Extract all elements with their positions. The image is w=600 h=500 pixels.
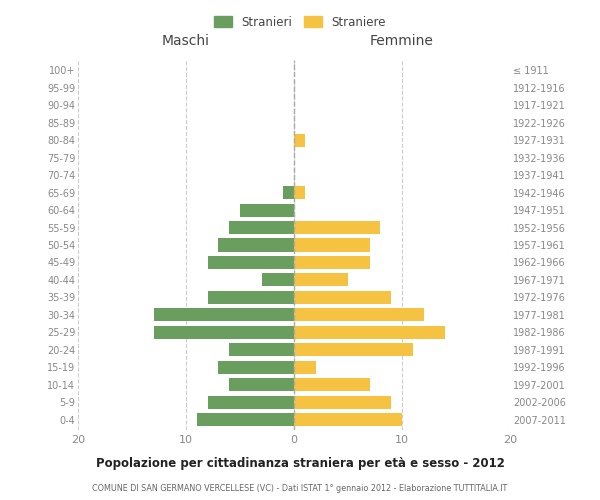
- Bar: [208, 256, 294, 269]
- Bar: [294, 291, 391, 304]
- Bar: [294, 256, 370, 269]
- Bar: [240, 204, 294, 216]
- Text: COMUNE DI SAN GERMANO VERCELLESE (VC) - Dati ISTAT 1° gennaio 2012 - Elaborazion: COMUNE DI SAN GERMANO VERCELLESE (VC) - …: [92, 484, 508, 493]
- Bar: [294, 413, 402, 426]
- Bar: [229, 343, 294, 356]
- Bar: [294, 343, 413, 356]
- Bar: [208, 396, 294, 408]
- Text: Popolazione per cittadinanza straniera per età e sesso - 2012: Popolazione per cittadinanza straniera p…: [95, 458, 505, 470]
- Bar: [294, 221, 380, 234]
- Bar: [294, 274, 348, 286]
- Bar: [294, 238, 370, 252]
- Bar: [208, 291, 294, 304]
- Text: Maschi: Maschi: [162, 34, 210, 48]
- Bar: [294, 396, 391, 408]
- Bar: [229, 378, 294, 391]
- Bar: [262, 274, 294, 286]
- Bar: [294, 308, 424, 322]
- Legend: Stranieri, Straniere: Stranieri, Straniere: [209, 11, 391, 34]
- Bar: [294, 186, 305, 199]
- Bar: [197, 413, 294, 426]
- Text: Femmine: Femmine: [370, 34, 434, 48]
- Bar: [294, 360, 316, 374]
- Bar: [294, 134, 305, 147]
- Bar: [154, 326, 294, 339]
- Bar: [294, 378, 370, 391]
- Bar: [218, 360, 294, 374]
- Bar: [283, 186, 294, 199]
- Bar: [154, 308, 294, 322]
- Bar: [218, 238, 294, 252]
- Bar: [229, 221, 294, 234]
- Bar: [294, 326, 445, 339]
